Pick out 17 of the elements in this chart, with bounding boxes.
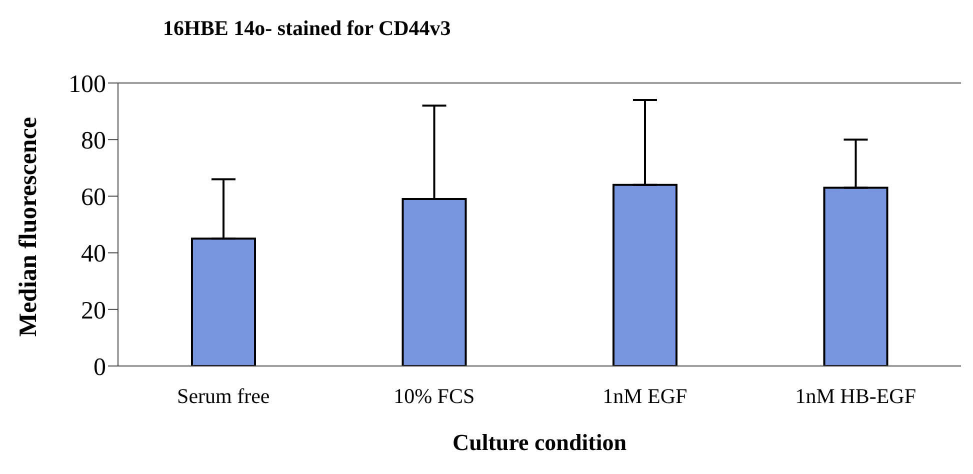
y-tick-label: 20 xyxy=(81,297,106,324)
x-tick-label: 1nM HB-EGF xyxy=(795,384,916,408)
y-tick-label: 0 xyxy=(94,354,106,381)
y-tick-label: 100 xyxy=(68,70,106,98)
x-axis-title: Culture condition xyxy=(452,430,627,455)
bar xyxy=(823,186,888,366)
x-tick-label: 10% FCS xyxy=(394,384,475,408)
x-tick-label: 1nM EGF xyxy=(602,384,688,408)
bar xyxy=(402,198,467,366)
y-axis-title: Median fluorescence xyxy=(14,117,43,337)
y-tick-label: 80 xyxy=(81,127,106,154)
bar xyxy=(612,184,678,366)
x-tick-label: Serum free xyxy=(177,384,270,408)
bar xyxy=(191,238,256,366)
chart-title: 16HBE 14o- stained for CD44v3 xyxy=(163,16,451,41)
y-tick-label: 60 xyxy=(81,184,106,212)
y-tick-label: 40 xyxy=(81,240,106,268)
